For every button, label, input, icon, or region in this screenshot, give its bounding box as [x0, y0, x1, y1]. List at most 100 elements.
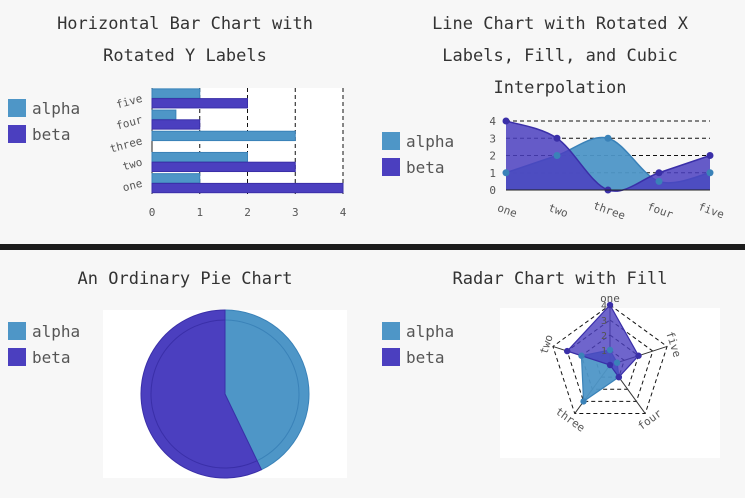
bar-x-tick-label: 2 [244, 206, 251, 219]
bar-alpha-two [151, 151, 248, 163]
line-point-alpha-one [502, 169, 510, 177]
bar-x-tick-label: 4 [340, 206, 347, 219]
legend-swatch-alpha [382, 132, 400, 150]
line-point-alpha-five [706, 169, 714, 177]
bar-beta-two [151, 161, 296, 173]
bar-y-tick-label: four [115, 113, 144, 133]
legend-item-beta[interactable]: beta [382, 344, 454, 370]
legend-label-beta: beta [32, 347, 71, 367]
bar-alpha-three [151, 130, 296, 142]
radar-scale-label: 4 [601, 301, 607, 312]
line-point-alpha-two [553, 152, 561, 159]
legend-item-beta[interactable]: beta [8, 121, 80, 147]
legend-label-alpha: alpha [32, 98, 81, 118]
bar-y-tick-label: two [121, 156, 144, 174]
line-point-beta-five [706, 152, 714, 159]
radar-point-beta-five [635, 352, 642, 359]
line-x-tick-label: three [591, 199, 627, 223]
legend-item-beta[interactable]: beta [382, 154, 454, 180]
bar-chart-legend: alpha beta [8, 95, 80, 147]
line-y-tick-label: 2 [489, 150, 496, 163]
radar-scale-label: 1 [601, 346, 607, 357]
line-chart-legend: alpha beta [382, 128, 454, 180]
radar-point-beta-four [615, 373, 623, 381]
pie-slice-alpha [224, 309, 310, 471]
radar-axis-label: five [663, 330, 684, 359]
radar-scale-label: 2 [601, 331, 607, 342]
legend-swatch-alpha [382, 322, 400, 340]
line-point-beta-two [553, 134, 561, 142]
bar-beta-five [151, 98, 248, 109]
bar-x-tick-label: 3 [292, 206, 299, 219]
radar-grid-ring [552, 304, 668, 415]
radar-scale-label: 3 [601, 316, 607, 327]
radar-axis-label: two [537, 333, 556, 356]
line-x-tick-label: two [547, 201, 570, 220]
legend-item-alpha[interactable]: alpha [382, 318, 454, 344]
legend-item-alpha[interactable]: alpha [382, 128, 454, 154]
legend-swatch-beta [8, 125, 26, 143]
line-point-beta-one [502, 117, 510, 125]
line-chart-panel: Line Chart with Rotated X Labels, Fill, … [372, 0, 745, 244]
line-y-tick-label: 1 [489, 167, 496, 180]
legend-item-alpha[interactable]: alpha [8, 95, 80, 121]
line-chart-title: Line Chart with Rotated X Labels, Fill, … [432, 14, 688, 98]
radar-point-alpha-one [606, 346, 614, 354]
radar-point-beta-one [606, 301, 614, 309]
bar-alpha-four [151, 109, 177, 120]
radar-point-alpha-five [613, 359, 621, 366]
bar-x-tick-label: 1 [196, 206, 203, 219]
pie-inner-ring-alpha [224, 319, 300, 462]
section-divider [0, 244, 745, 250]
radar-axis-label: three [553, 405, 587, 435]
radar-point-alpha-three [580, 398, 587, 405]
pie-chart-legend: alpha beta [8, 318, 80, 370]
legend-swatch-beta [382, 158, 400, 176]
bar-alpha-one [151, 173, 201, 184]
radar-point-beta-two [564, 347, 571, 355]
bar-y-tick-label: three [108, 134, 143, 155]
line-point-alpha-four [655, 177, 663, 185]
legend-label-alpha: alpha [32, 321, 81, 341]
line-chart-svg: 0 1 2 3 4 one two three four five [489, 115, 726, 223]
legend-swatch-beta [8, 348, 26, 366]
line-point-alpha-three [604, 134, 612, 142]
legend-label-alpha: alpha [406, 321, 455, 341]
radar-chart-panel: Radar Chart with Fill alpha beta 1 2 3 4 one… [372, 250, 745, 498]
pie-chart-panel: An Ordinary Pie Chart alpha beta [0, 250, 372, 498]
line-y-tick-label: 4 [489, 115, 496, 128]
legend-item-beta[interactable]: beta [8, 344, 80, 370]
radar-axis-label: one [600, 292, 620, 305]
legend-label-beta: beta [32, 124, 71, 144]
line-x-tick-label: one [496, 201, 519, 220]
pie-inner-ring-beta [150, 319, 258, 469]
line-x-tick-label: five [697, 200, 726, 221]
bar-beta-four [151, 119, 201, 130]
bar-y-tick-label: five [115, 92, 144, 111]
legend-item-alpha[interactable]: alpha [8, 318, 80, 344]
legend-label-beta: beta [406, 157, 445, 177]
bar-chart-panel: Horizontal Bar Chart with Rotated Y Labe… [0, 0, 372, 244]
line-x-tick-label: four [646, 200, 676, 221]
pie-chart-title: An Ordinary Pie Chart [77, 269, 293, 289]
bar-y-tick-label: one [121, 177, 144, 195]
bar-alpha-five [151, 88, 201, 99]
bar-x-tick-label: 0 [149, 206, 156, 219]
pie-chart-svg [140, 309, 310, 479]
legend-swatch-alpha [8, 99, 26, 117]
line-y-tick-label: 3 [489, 132, 496, 145]
radar-point-beta-three [606, 361, 614, 369]
line-point-beta-four [655, 169, 663, 177]
legend-label-alpha: alpha [406, 131, 455, 151]
legend-label-beta: beta [406, 347, 445, 367]
bar-beta-one [151, 182, 344, 194]
pie-slice-beta [140, 309, 263, 479]
legend-swatch-alpha [8, 322, 26, 340]
legend-swatch-beta [382, 348, 400, 366]
radar-point-alpha-two [578, 352, 585, 359]
radar-chart-title: Radar Chart with Fill [452, 269, 668, 289]
radar-area-beta [566, 303, 640, 379]
radar-chart-legend: alpha beta [382, 318, 454, 370]
